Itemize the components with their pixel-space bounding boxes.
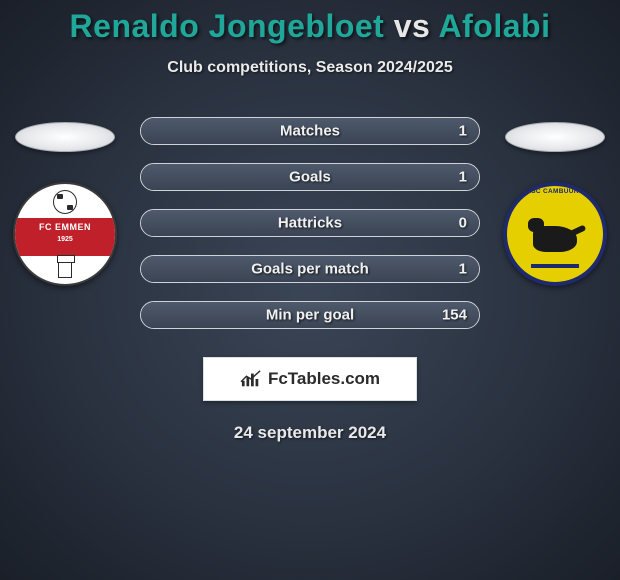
stat-right-value: 1 xyxy=(459,261,467,278)
club-badge-cambuur: SC CAMBUUR xyxy=(503,182,607,286)
subtitle: Club competitions, Season 2024/2025 xyxy=(0,59,620,77)
stat-row: Min per goal 154 xyxy=(140,301,480,329)
stat-row: Matches 1 xyxy=(140,117,480,145)
tower-icon xyxy=(58,260,72,278)
page-title: Renaldo Jongebloet vs Afolabi xyxy=(0,0,620,45)
club-badge-emmen: FC EMMEN 1925 xyxy=(13,182,117,286)
badge-base xyxy=(531,264,579,268)
stat-row: Goals 1 xyxy=(140,163,480,191)
vs-text: vs xyxy=(394,8,431,44)
stat-row: Hattricks 0 xyxy=(140,209,480,237)
player1-avatar xyxy=(15,122,115,152)
stat-label: Hattricks xyxy=(278,215,342,232)
stat-right-value: 0 xyxy=(459,215,467,232)
badge-arc-text: SC CAMBUUR xyxy=(507,188,603,195)
ball-icon xyxy=(53,190,77,214)
player1-name: Renaldo Jongebloet xyxy=(70,8,385,44)
badge-year: 1925 xyxy=(15,236,115,243)
player1-column: FC EMMEN 1925 xyxy=(10,122,120,286)
stat-right-value: 154 xyxy=(442,307,467,324)
player2-column: SC CAMBUUR xyxy=(500,122,610,286)
comparison-card: Renaldo Jongebloet vs Afolabi Club compe… xyxy=(0,0,620,580)
stat-label: Matches xyxy=(280,123,340,140)
stat-label: Goals per match xyxy=(251,261,369,278)
lion-icon xyxy=(528,216,582,256)
branding-label: FcTables.com xyxy=(268,369,380,389)
fctables-branding: FcTables.com xyxy=(203,357,417,401)
stat-right-value: 1 xyxy=(459,169,467,186)
badge-text: FC EMMEN xyxy=(15,222,115,232)
stat-label: Goals xyxy=(289,169,331,186)
footer-date: 24 september 2024 xyxy=(0,423,620,443)
stat-label: Min per goal xyxy=(266,307,354,324)
bar-chart-icon xyxy=(240,369,262,389)
stat-row: Goals per match 1 xyxy=(140,255,480,283)
player2-avatar xyxy=(505,122,605,152)
player2-name: Afolabi xyxy=(439,8,551,44)
stat-right-value: 1 xyxy=(459,123,467,140)
